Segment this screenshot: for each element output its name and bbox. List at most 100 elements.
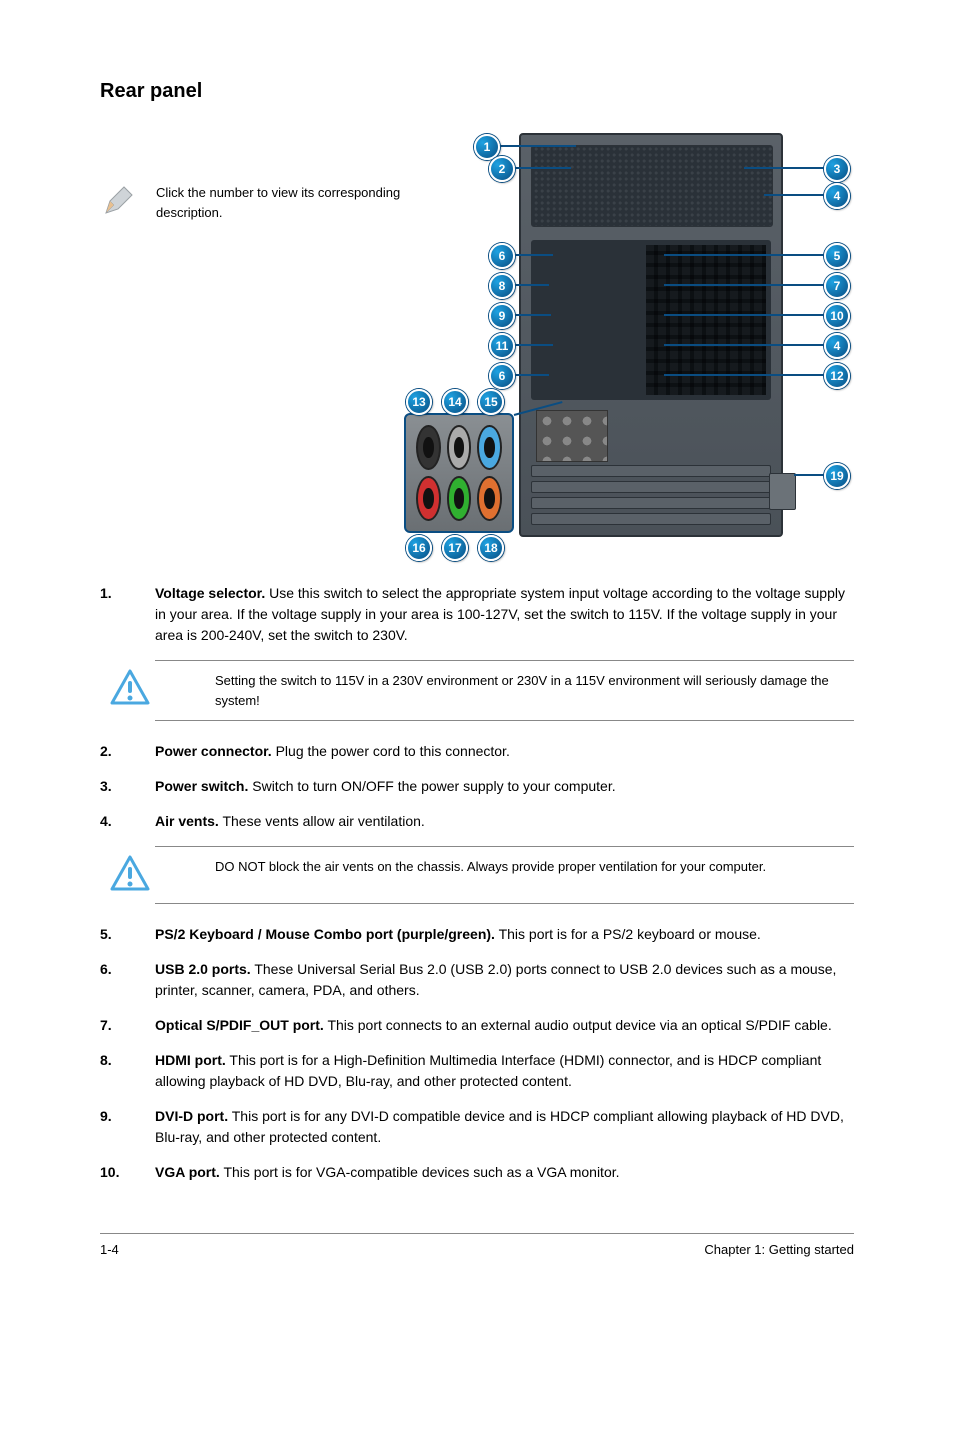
desc-title: USB 2.0 ports. <box>155 961 251 977</box>
desc-item-7: Optical S/PDIF_OUT port. This port conne… <box>100 1015 854 1036</box>
desc-item-4: Air vents. These vents allow air ventila… <box>100 811 854 832</box>
desc-title: Voltage selector. <box>155 585 265 601</box>
desc-item-1: Voltage selector. Use this switch to sel… <box>100 583 854 646</box>
alert-voltage: Setting the switch to 115V in a 230V env… <box>155 660 854 721</box>
callout-14[interactable]: 14 <box>442 389 468 415</box>
audio-jack-rear <box>447 425 472 470</box>
callout-7[interactable]: 7 <box>824 273 850 299</box>
audio-jack-center <box>477 476 502 521</box>
desc-title: Air vents. <box>155 813 219 829</box>
audio-jacks-zoom <box>404 413 514 533</box>
desc-item-5: PS/2 Keyboard / Mouse Combo port (purple… <box>100 924 854 945</box>
leader-line <box>511 374 549 376</box>
desc-text: Switch to turn ON/OFF the power supply t… <box>252 778 615 794</box>
page-footer: 1-4 Chapter 1: Getting started <box>100 1233 854 1257</box>
desc-text: This port is for a PS/2 keyboard or mous… <box>499 926 761 942</box>
diagram-note: Click the number to view its correspondi… <box>100 183 430 222</box>
leader-line <box>511 254 553 256</box>
desc-item-2: Power connector. Plug the power cord to … <box>100 741 854 762</box>
audio-jack-mic <box>416 476 441 521</box>
desc-item-3: Power switch. Switch to turn ON/OFF the … <box>100 776 854 797</box>
callout-10[interactable]: 10 <box>824 303 850 329</box>
callout-18[interactable]: 18 <box>478 535 504 561</box>
motherboard-io-region <box>531 240 771 400</box>
callout-16[interactable]: 16 <box>406 535 432 561</box>
lock-latch <box>769 473 796 510</box>
callout-4a[interactable]: 4 <box>824 183 850 209</box>
leader-line <box>511 314 551 316</box>
leader-line <box>664 374 824 376</box>
pencil-icon <box>100 183 136 219</box>
leader-line <box>664 284 824 286</box>
desc-title: Optical S/PDIF_OUT port. <box>155 1017 324 1033</box>
alert-vents: DO NOT block the air vents on the chassi… <box>155 846 854 904</box>
leader-line <box>764 194 824 196</box>
leader-line <box>664 314 824 316</box>
callout-3[interactable]: 3 <box>824 156 850 182</box>
callout-4b[interactable]: 4 <box>824 333 850 359</box>
alert-text: DO NOT block the air vents on the chassi… <box>215 859 766 874</box>
desc-title: PS/2 Keyboard / Mouse Combo port (purple… <box>155 926 495 942</box>
audio-jack-lineout <box>447 476 472 521</box>
expansion-slot <box>531 513 771 525</box>
desc-title: HDMI port. <box>155 1052 226 1068</box>
expansion-slot <box>531 497 771 509</box>
audio-jack-side <box>416 425 441 470</box>
desc-text: These vents allow air ventilation. <box>222 813 424 829</box>
desc-text: This port is for any DVI-D compatible de… <box>155 1108 844 1145</box>
expansion-slots <box>531 465 771 525</box>
leader-line <box>511 344 553 346</box>
callout-19[interactable]: 19 <box>824 463 850 489</box>
audio-cluster <box>536 410 608 462</box>
leader-line <box>496 145 576 147</box>
callout-12[interactable]: 12 <box>824 363 850 389</box>
callout-15[interactable]: 15 <box>478 389 504 415</box>
desc-item-10: VGA port. This port is for VGA-compatibl… <box>100 1162 854 1183</box>
desc-title: Power connector. <box>155 743 272 759</box>
expansion-slot <box>531 481 771 493</box>
callout-6b[interactable]: 6 <box>489 363 515 389</box>
description-list-cont2: PS/2 Keyboard / Mouse Combo port (purple… <box>100 924 854 1183</box>
desc-title: DVI-D port. <box>155 1108 228 1124</box>
diagram-note-text: Click the number to view its correspondi… <box>156 183 430 222</box>
leader-line <box>794 474 824 476</box>
leader-line <box>744 167 824 169</box>
callout-5[interactable]: 5 <box>824 243 850 269</box>
chassis <box>519 133 783 537</box>
leader-line <box>664 254 824 256</box>
alert-text: Setting the switch to 115V in a 230V env… <box>215 673 829 708</box>
desc-item-9: DVI-D port. This port is for any DVI-D c… <box>100 1106 854 1148</box>
leader-line <box>511 167 571 169</box>
audio-jack-linein <box>477 425 502 470</box>
desc-text: This port is for a High-Definition Multi… <box>155 1052 821 1089</box>
rear-panel-diagram: 1 2 6 8 9 11 6 3 4 5 7 10 <box>414 123 854 553</box>
leader-line <box>511 284 549 286</box>
callout-11[interactable]: 11 <box>489 333 515 359</box>
callout-2[interactable]: 2 <box>489 156 515 182</box>
desc-text: This port connects to an external audio … <box>327 1017 831 1033</box>
desc-item-8: HDMI port. This port is for a High-Defin… <box>100 1050 854 1092</box>
caution-icon <box>110 855 150 891</box>
callout-13[interactable]: 13 <box>406 389 432 415</box>
section-title: Rear panel <box>100 80 854 103</box>
desc-item-6: USB 2.0 ports. These Universal Serial Bu… <box>100 959 854 1001</box>
desc-text: This port is for VGA-compatible devices … <box>223 1164 619 1180</box>
description-list: Voltage selector. Use this switch to sel… <box>100 583 854 646</box>
footer-chapter: Chapter 1: Getting started <box>704 1242 854 1257</box>
callout-9[interactable]: 9 <box>489 303 515 329</box>
desc-text: These Universal Serial Bus 2.0 (USB 2.0)… <box>155 961 836 998</box>
callout-6a[interactable]: 6 <box>489 243 515 269</box>
desc-title: VGA port. <box>155 1164 220 1180</box>
expansion-slot <box>531 465 771 477</box>
description-list-cont1: Power connector. Plug the power cord to … <box>100 741 854 832</box>
leader-line <box>664 344 824 346</box>
diagram-area: Click the number to view its correspondi… <box>100 123 854 563</box>
vent-grid <box>646 245 766 395</box>
callout-17[interactable]: 17 <box>442 535 468 561</box>
callout-8[interactable]: 8 <box>489 273 515 299</box>
psu-region <box>531 145 773 227</box>
footer-page-number: 1-4 <box>100 1242 119 1257</box>
desc-text: Plug the power cord to this connector. <box>276 743 510 759</box>
desc-title: Power switch. <box>155 778 248 794</box>
caution-icon <box>110 669 150 705</box>
